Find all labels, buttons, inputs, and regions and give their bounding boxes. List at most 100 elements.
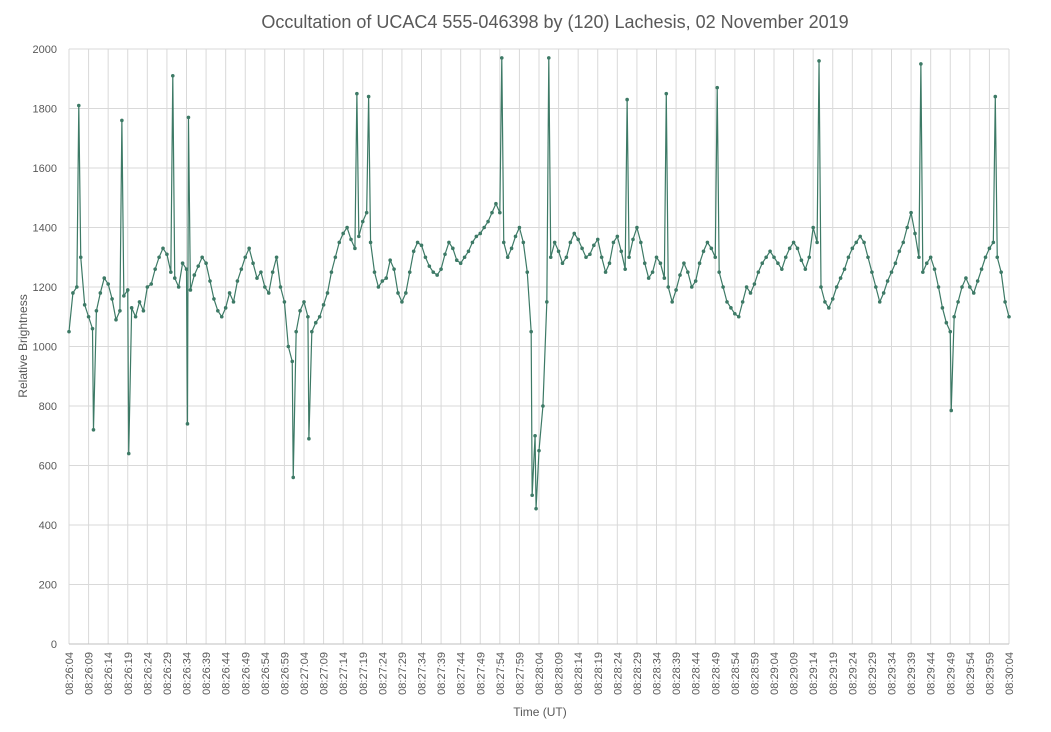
data-point [971, 291, 976, 295]
x-tick-label: 08:27:54 [495, 652, 507, 695]
data-point [355, 91, 359, 96]
data-point [756, 270, 761, 274]
x-tick-label: 08:29:29 [867, 652, 879, 695]
data-point [243, 255, 248, 260]
data-point [572, 231, 577, 236]
data-point [713, 255, 718, 260]
data-point [360, 219, 365, 224]
data-point [321, 303, 326, 307]
data-point [235, 279, 240, 283]
data-point [646, 276, 651, 280]
data-point [470, 240, 475, 245]
y-tick-label: 2000 [33, 44, 57, 56]
data-point [736, 314, 741, 319]
data-point [505, 255, 510, 260]
data-point [291, 475, 296, 480]
data-point [670, 300, 674, 304]
x-tick-label: 08:26:29 [162, 652, 174, 695]
data-point [932, 267, 937, 271]
data-point [850, 246, 855, 251]
data-point [212, 297, 216, 301]
data-point [748, 291, 753, 295]
data-point [799, 258, 804, 263]
data-point [400, 300, 404, 304]
x-tick-label: 08:27:49 [475, 652, 487, 695]
data-point [664, 91, 669, 96]
data-point [380, 279, 385, 283]
x-tick-label: 08:28:49 [710, 652, 722, 695]
data-point [693, 279, 698, 283]
data-point [854, 240, 859, 245]
data-point [407, 270, 412, 274]
data-point [122, 294, 126, 298]
data-point [928, 255, 933, 260]
data-point [137, 300, 142, 304]
data-point [599, 255, 604, 260]
data-point [313, 320, 318, 325]
data-point [995, 255, 1000, 260]
data-point [987, 246, 992, 251]
data-point [949, 408, 954, 413]
data-point [979, 267, 984, 271]
data-point [603, 270, 608, 274]
data-point [940, 306, 945, 310]
data-point [936, 285, 941, 289]
x-tick-label: 08:26:44 [221, 652, 233, 695]
data-point [251, 261, 255, 266]
data-point [952, 314, 956, 319]
data-point [509, 246, 514, 251]
x-tick-label: 08:29:34 [887, 652, 899, 695]
data-point [404, 291, 408, 295]
data-point [715, 85, 720, 90]
x-tick-label: 08:29:44 [926, 652, 938, 695]
data-point [631, 237, 635, 242]
data-point [576, 237, 580, 242]
data-point [654, 255, 659, 260]
data-point [141, 309, 146, 313]
data-point [838, 276, 843, 280]
data-point [529, 329, 533, 334]
data-point [294, 329, 298, 334]
x-tick-label: 08:27:19 [358, 652, 370, 695]
y-tick-label: 1400 [33, 223, 57, 235]
data-point [964, 276, 968, 280]
data-point [768, 249, 772, 254]
data-point [494, 201, 498, 206]
y-tick-label: 1000 [33, 342, 57, 354]
data-point [956, 300, 960, 304]
data-point [534, 506, 538, 511]
y-axis-title: Relative Brightness [16, 294, 30, 397]
data-point [67, 329, 71, 334]
y-tick-label: 1200 [33, 282, 57, 294]
data-point [1003, 300, 1007, 304]
x-tick-label: 08:26:39 [201, 652, 213, 695]
data-point [176, 285, 181, 289]
data-point [372, 270, 377, 274]
data-point [306, 314, 310, 319]
data-point [427, 264, 432, 268]
data-point [592, 243, 596, 248]
data-point [866, 255, 870, 260]
data-point [921, 270, 925, 274]
data-point [186, 115, 191, 120]
data-point [678, 273, 682, 277]
data-point [474, 234, 479, 239]
data-point [795, 246, 800, 251]
data-point [129, 306, 134, 310]
x-tick-label: 08:26:24 [142, 652, 154, 695]
data-point [556, 249, 561, 254]
x-tick-label: 08:28:59 [749, 652, 761, 695]
data-point [447, 240, 451, 245]
data-point [126, 451, 131, 456]
data-point [815, 240, 819, 245]
data-point [451, 246, 455, 251]
data-point [811, 225, 815, 230]
data-point [376, 285, 381, 289]
data-point [231, 300, 236, 304]
data-point [98, 291, 103, 295]
data-point [75, 285, 79, 289]
x-tick-label: 08:29:39 [906, 652, 918, 695]
data-point [478, 231, 483, 236]
data-point [415, 240, 420, 245]
data-point [725, 300, 729, 304]
